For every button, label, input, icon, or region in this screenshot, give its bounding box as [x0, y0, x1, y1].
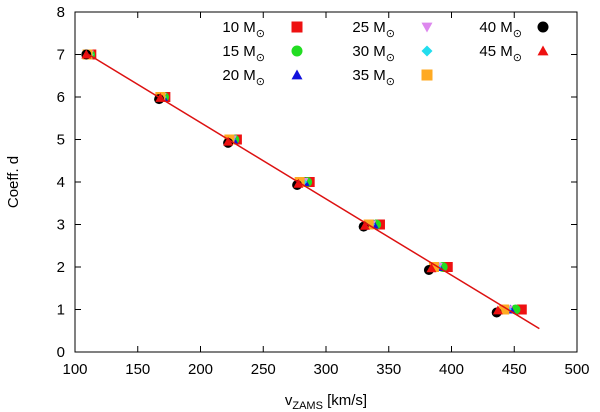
- legend-marker-35: [421, 69, 433, 81]
- y-tick-label: 3: [57, 217, 65, 234]
- plot-frame: [74, 11, 578, 353]
- data-point-35: [499, 304, 510, 315]
- legend-label-30: 30 M⊙: [352, 43, 395, 64]
- y-tick-label: 7: [57, 47, 65, 64]
- legend-marker-10: [291, 21, 303, 33]
- x-axis-title-var: v: [285, 392, 293, 409]
- data-point-45: [426, 263, 437, 273]
- x-tick-label: 150: [125, 361, 150, 378]
- legend-marker-15: [291, 45, 303, 57]
- legend-marker-20: [291, 69, 303, 80]
- y-tick-label: 2: [57, 259, 65, 276]
- y-tick-label: 0: [57, 344, 65, 361]
- legend-label-35: 35 M⊙: [352, 67, 395, 88]
- legend-label-40: 40 M⊙: [479, 19, 522, 40]
- y-tick-label: 1: [57, 302, 65, 319]
- y-tick-label: 4: [57, 174, 65, 191]
- x-tick-label: 100: [62, 361, 87, 378]
- x-tick-label: 300: [313, 361, 338, 378]
- legend-marker-25: [421, 22, 433, 33]
- legend-marker-30: [421, 45, 433, 57]
- data-point-35: [428, 262, 439, 272]
- legend: 10 M⊙ 15 M⊙ 20 M⊙ 25 M⊙ 30 M⊙ 35 M⊙ 40 M⊙ 45 M⊙: [222, 19, 549, 88]
- x-tick-label: 400: [439, 361, 464, 378]
- y-axis-title: Coeff. d: [5, 156, 22, 208]
- x-axis-title: vZAMS [km/s]: [285, 392, 367, 412]
- legend-label-15: 15 M⊙: [222, 43, 265, 64]
- x-tick-label: 250: [251, 361, 276, 378]
- legend-marker-40: [537, 21, 549, 33]
- fit-line: [84, 51, 540, 330]
- data-point-45: [359, 220, 370, 230]
- y-tick-label: 5: [57, 132, 65, 149]
- legend-label-10: 10 M⊙: [222, 19, 265, 40]
- y-tick-label: 6: [57, 89, 65, 106]
- legend-marker-45: [537, 45, 549, 56]
- x-tick-label: 200: [188, 361, 213, 378]
- x-axis-title-unit: [km/s]: [323, 392, 367, 409]
- x-tick-label: 350: [376, 361, 401, 378]
- data-point-45: [492, 305, 503, 315]
- legend-label-25: 25 M⊙: [352, 19, 395, 40]
- legend-label-20: 20 M⊙: [222, 67, 265, 88]
- x-axis-title-sub: ZAMS: [292, 400, 323, 412]
- data-point-45: [223, 136, 234, 146]
- legend-label-45: 45 M⊙: [479, 43, 522, 64]
- x-tick-label: 500: [564, 361, 589, 378]
- data-point-10: [442, 262, 453, 272]
- x-tick-label: 450: [502, 361, 527, 378]
- data-point-45: [293, 178, 304, 188]
- y-tick-label: 8: [57, 4, 65, 21]
- data-point-10: [516, 304, 527, 315]
